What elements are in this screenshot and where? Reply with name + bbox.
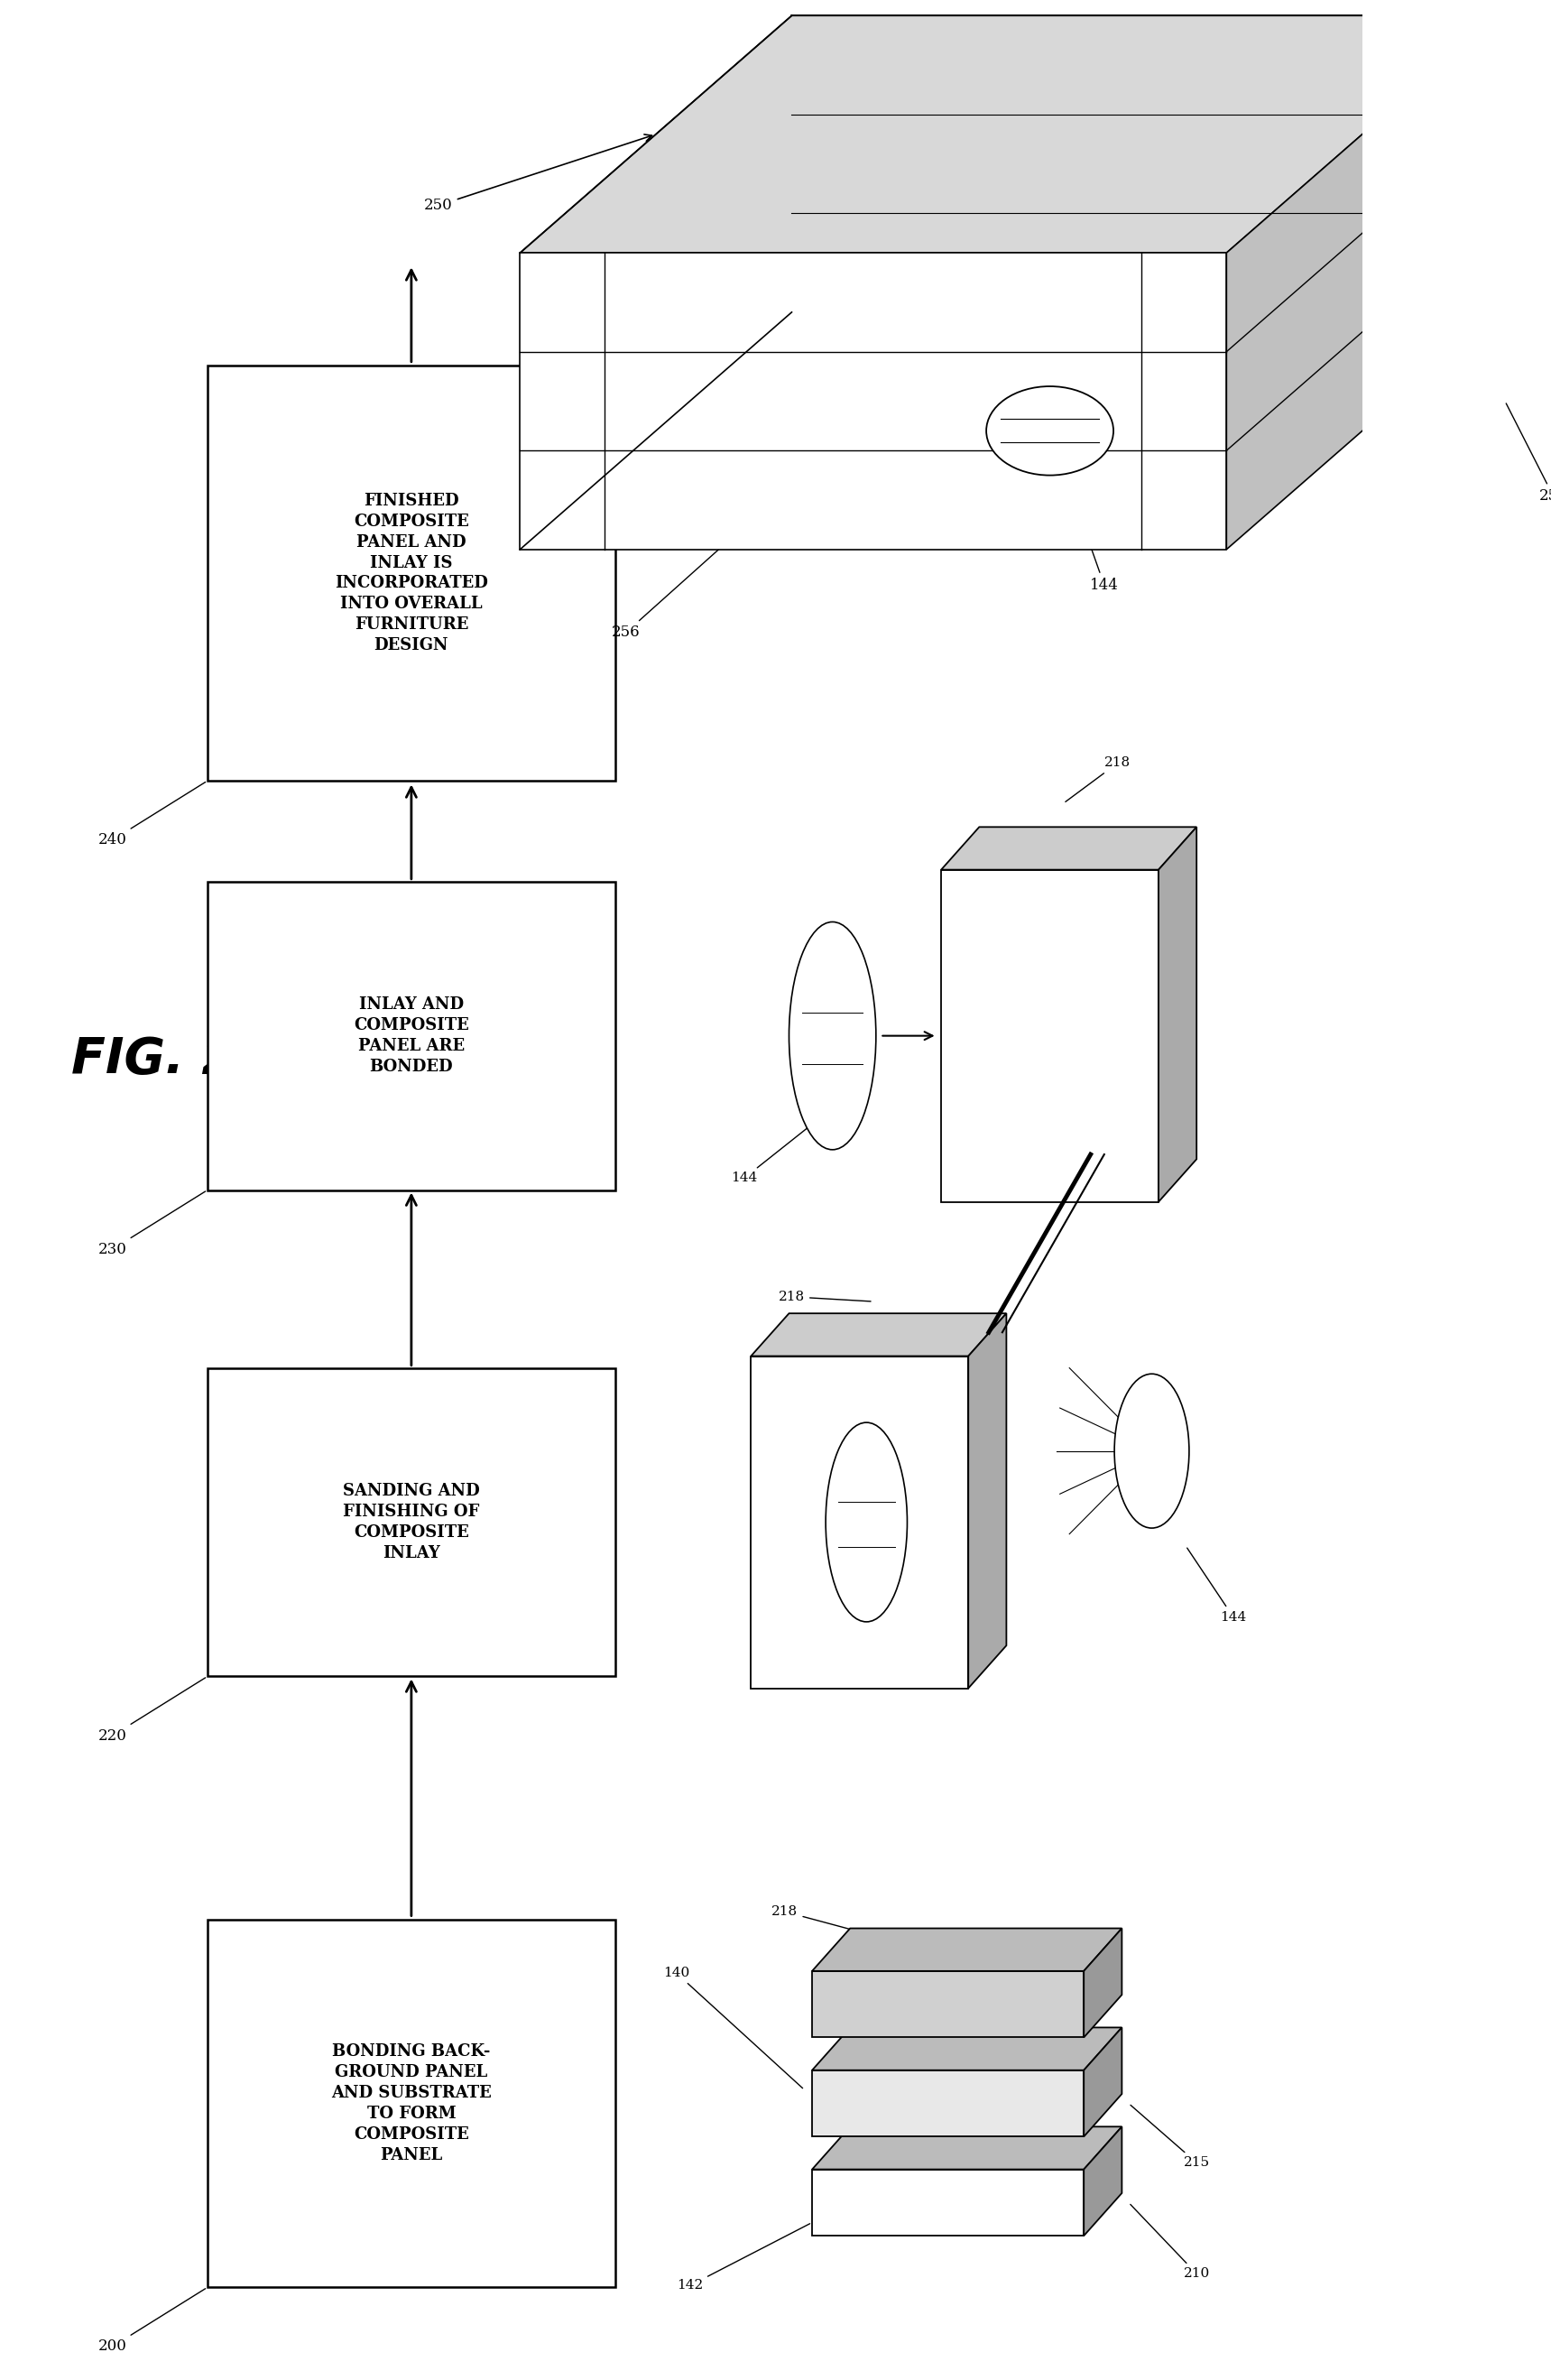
Text: 251: 251	[1506, 402, 1551, 505]
Polygon shape	[941, 826, 1196, 869]
Polygon shape	[813, 2028, 1121, 2071]
Polygon shape	[813, 1971, 1084, 2037]
Text: 144: 144	[731, 1121, 817, 1185]
Text: INLAY AND
COMPOSITE
PANEL ARE
BONDED: INLAY AND COMPOSITE PANEL ARE BONDED	[354, 997, 468, 1076]
FancyBboxPatch shape	[208, 1368, 616, 1676]
Polygon shape	[813, 2168, 1084, 2235]
Text: 142: 142	[676, 2223, 810, 2292]
FancyBboxPatch shape	[208, 367, 616, 781]
Text: 218: 218	[779, 1290, 870, 1304]
Polygon shape	[941, 869, 1159, 1202]
Text: 230: 230	[98, 1192, 205, 1257]
Ellipse shape	[789, 921, 876, 1150]
FancyBboxPatch shape	[208, 1921, 616, 2287]
Text: 220: 220	[98, 1678, 205, 1742]
Text: 250: 250	[423, 133, 651, 214]
Text: 218: 218	[772, 1906, 959, 1959]
Polygon shape	[520, 17, 1498, 252]
Text: BONDING BACK-
GROUND PANEL
AND SUBSTRATE
TO FORM
COMPOSITE
PANEL: BONDING BACK- GROUND PANEL AND SUBSTRATE…	[332, 2044, 492, 2163]
Text: 144: 144	[1187, 1547, 1247, 1623]
FancyBboxPatch shape	[208, 881, 616, 1190]
Ellipse shape	[825, 1423, 907, 1621]
Polygon shape	[813, 1928, 1121, 1971]
Text: FINISHED
COMPOSITE
PANEL AND
INLAY IS
INCORPORATED
INTO OVERALL
FURNITURE
DESIGN: FINISHED COMPOSITE PANEL AND INLAY IS IN…	[335, 493, 489, 654]
Polygon shape	[1084, 2128, 1121, 2235]
Polygon shape	[751, 1314, 1007, 1357]
Polygon shape	[520, 252, 1227, 550]
Text: 140: 140	[664, 1966, 803, 2087]
Text: 210: 210	[1131, 2204, 1210, 2280]
Text: SANDING AND
FINISHING OF
COMPOSITE
INLAY: SANDING AND FINISHING OF COMPOSITE INLAY	[343, 1483, 479, 1561]
Polygon shape	[813, 2128, 1121, 2168]
Polygon shape	[1227, 17, 1498, 550]
Polygon shape	[791, 17, 1498, 312]
Polygon shape	[1159, 826, 1196, 1202]
Text: 240: 240	[98, 783, 205, 847]
Ellipse shape	[986, 386, 1114, 476]
Polygon shape	[813, 2071, 1084, 2137]
Text: 144: 144	[1050, 433, 1118, 593]
Polygon shape	[968, 1314, 1007, 1687]
Polygon shape	[1084, 2028, 1121, 2137]
Text: 200: 200	[98, 2290, 205, 2354]
Text: 215: 215	[1131, 2104, 1210, 2168]
Text: 218: 218	[1066, 757, 1131, 802]
Polygon shape	[1084, 1928, 1121, 2037]
Polygon shape	[751, 1357, 968, 1687]
Text: 256: 256	[611, 540, 731, 640]
Text: FIG. 2: FIG. 2	[71, 1035, 237, 1083]
Ellipse shape	[1114, 1373, 1190, 1528]
